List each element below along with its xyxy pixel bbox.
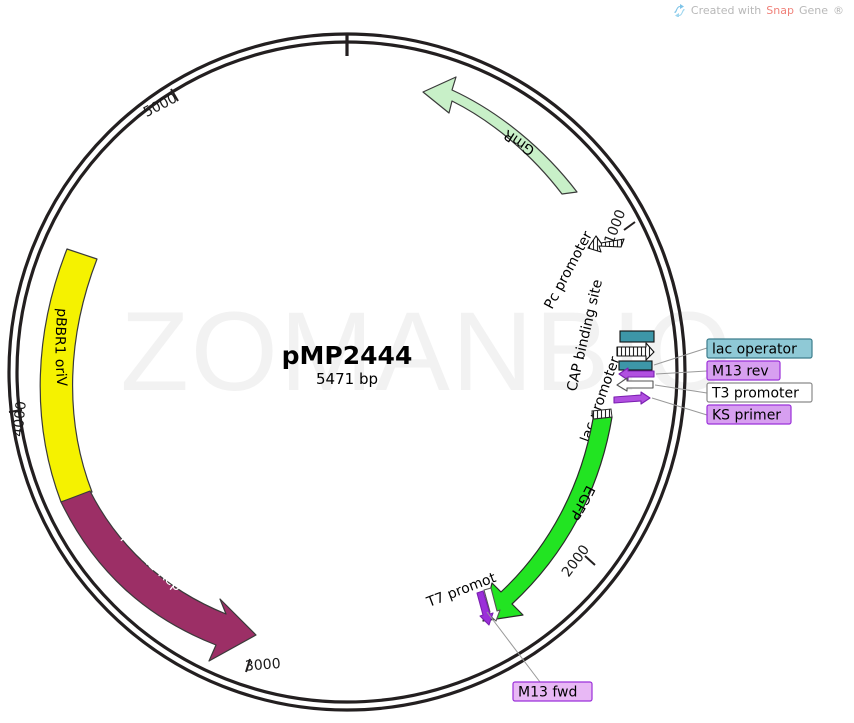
callout-label-m13-rev: M13 rev (712, 364, 769, 380)
callout-label-ks-primer: KS primer (712, 408, 781, 424)
feature-band-pbbr1-oriv[interactable] (39, 248, 98, 503)
tick-mark-3000 (245, 658, 251, 673)
feature-m13-rev[interactable] (618, 367, 655, 381)
credit-brand-gene: Gene (798, 4, 828, 17)
leader-line-t3-promoter (654, 384, 708, 394)
credit-brand-snap: Snap (766, 4, 794, 17)
snapgene-logo-icon (673, 4, 686, 17)
feature-arrow-lac-promoter[interactable] (616, 342, 655, 361)
callout-box-ks-primer[interactable] (706, 404, 792, 425)
feature-arrow-m13-rev[interactable] (618, 367, 655, 381)
feature-arrow-m13-fwd[interactable] (476, 590, 494, 626)
credit-registered-mark: ® (833, 4, 844, 17)
tick-mark-2000 (584, 555, 596, 566)
feature-arrow-gmr[interactable] (422, 76, 578, 195)
callout-leader-lines (486, 347, 708, 683)
feature-t3-promoter[interactable] (616, 377, 654, 392)
plasmid-center-label: pMP2444 5471 bp (282, 341, 413, 388)
feature-arrow-ks-primer[interactable] (613, 391, 651, 405)
feature-arrow-t3-promoter[interactable] (616, 377, 654, 392)
leader-line-lac-operator (653, 347, 708, 366)
feature-gmr[interactable]: GmR (422, 76, 578, 195)
tick-mark-5000 (170, 88, 179, 102)
tick-label-5000: 5000 (141, 90, 180, 120)
plasmid-size: 5471 bp (316, 370, 378, 388)
feature-arrow-pc-promoter[interactable] (587, 235, 625, 253)
callout-m13-rev[interactable]: M13 rev (706, 360, 781, 381)
tick-label-3000: 3000 (244, 656, 281, 675)
callout-label-lac-operator: lac operator (712, 342, 797, 358)
callout-t3-promoter[interactable]: T3 promoter (706, 382, 813, 403)
callout-lac-operator[interactable]: lac operator (706, 338, 813, 359)
callout-box-lac-operator[interactable] (706, 338, 813, 359)
feature-ks-primer[interactable] (613, 391, 651, 405)
feature-egfp[interactable]: EGFP (482, 408, 613, 622)
callout-box-t3-promoter[interactable] (706, 382, 813, 403)
feature-arrow-pbbr1-rep[interactable] (60, 490, 257, 662)
feature-m13-fwd[interactable] (476, 590, 494, 626)
leader-line-ks-primer (651, 397, 708, 416)
callout-box-m13-fwd[interactable] (512, 681, 593, 702)
leader-line-m13-fwd (486, 611, 541, 683)
feature-egfp-start-cap (591, 408, 613, 420)
credit-prefix: Created with (690, 4, 762, 17)
feature-label-pbbr1-oriv: pBBR1 oriV (51, 307, 69, 387)
tick-label-2000: 2000 (559, 542, 593, 580)
callout-m13-fwd[interactable]: M13 fwd (512, 681, 593, 702)
tick-mark-1000 (623, 221, 636, 231)
callout-label-t3-promoter: T3 promoter (711, 386, 799, 402)
feature-pbbr1-rep[interactable]: pBBR1 Rep (60, 490, 257, 662)
feature-lac-operator[interactable] (618, 360, 653, 371)
tick-mark-4000 (8, 409, 23, 413)
callout-label-m13-fwd: M13 fwd (518, 685, 577, 701)
leader-line-m13-rev (655, 370, 708, 375)
tick-label-4000: 4000 (10, 400, 30, 437)
feature-bar-lac-operator[interactable] (618, 360, 653, 371)
plasmid-name: pMP2444 (282, 341, 413, 370)
feature-bar-cap-binding-site[interactable] (619, 330, 655, 343)
feature-pbbr1-oriv[interactable]: pBBR1 oriV (39, 248, 98, 503)
callout-ks-primer[interactable]: KS primer (706, 404, 792, 425)
snapgene-credit: Created with Snap Gene ® (673, 4, 844, 17)
callout-box-m13-rev[interactable] (706, 360, 781, 381)
